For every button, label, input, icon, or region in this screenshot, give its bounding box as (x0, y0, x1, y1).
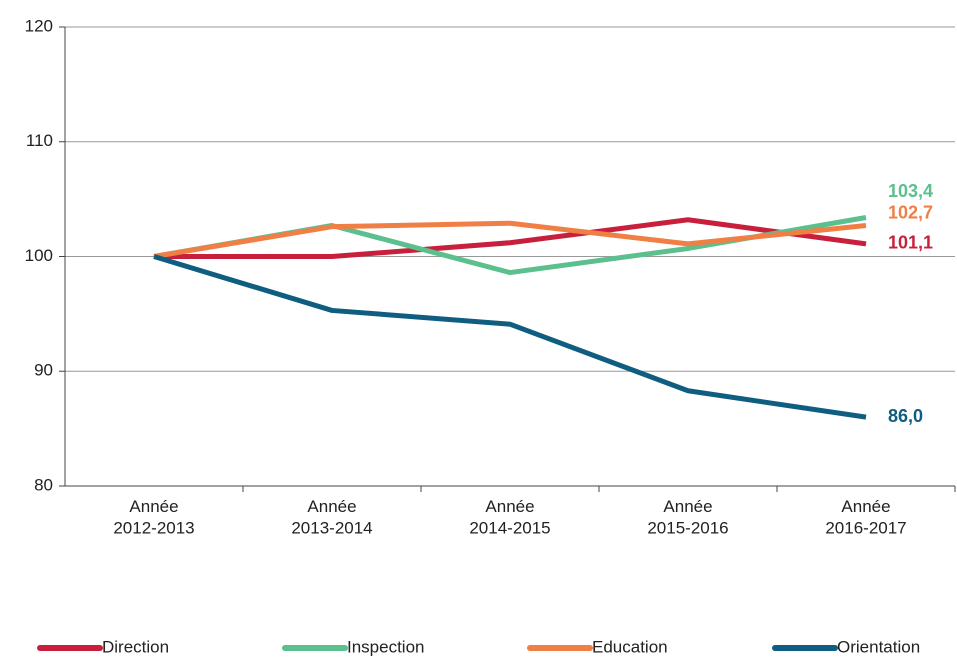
series-line (154, 217, 867, 259)
value-label: 101,1 (888, 233, 933, 253)
series-line (153, 220, 867, 259)
legend-label: Inspection (347, 637, 425, 656)
x-tick-label: Année 2015-2016 (647, 497, 728, 537)
x-tick-label: Année 2013-2014 (291, 497, 372, 537)
value-label: 103,4 (888, 181, 933, 201)
legend-label: Orientation (837, 637, 920, 656)
y-tick-label: 90 (34, 361, 53, 380)
y-tick-label: 120 (25, 16, 53, 35)
y-tick-label: 100 (25, 246, 53, 265)
value-label: 102,7 (888, 202, 933, 222)
series-line (153, 254, 867, 420)
value-label: 86,0 (888, 406, 923, 426)
x-tick-label: Année 2012-2013 (113, 497, 194, 537)
x-tick-label: Année 2014-2015 (469, 497, 550, 537)
legend-label: Direction (102, 637, 169, 656)
y-tick-label: 80 (34, 475, 53, 494)
legend-label: Education (592, 637, 668, 656)
x-tick-label: Année 2016-2017 (825, 497, 906, 537)
y-tick-label: 110 (26, 131, 53, 150)
